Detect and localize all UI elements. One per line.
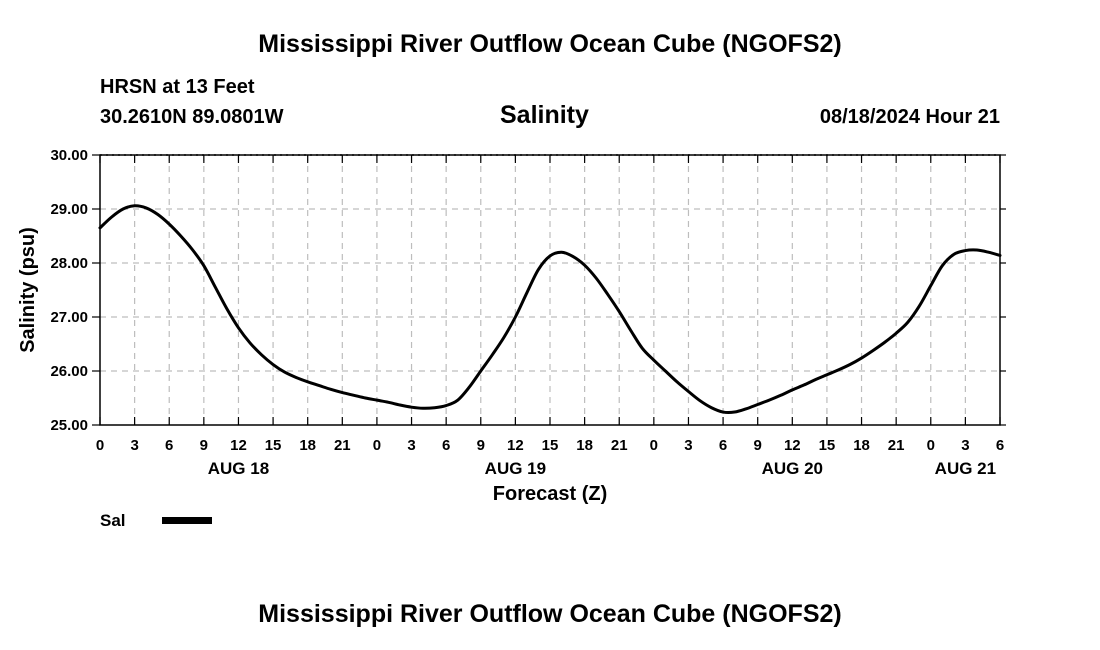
date-label: AUG 21 (935, 459, 996, 478)
x-tick-label: 6 (996, 437, 1004, 454)
x-axis-label: Forecast (Z) (493, 483, 607, 505)
page-title-bottom: Mississippi River Outflow Ocean Cube (NG… (258, 600, 842, 628)
y-axis-label: Salinity (psu) (17, 227, 39, 353)
axis-labels: 0 3 6 9 12 15 18 21 0 3 6 9 12 15 18 21 0 3 6 9 12 15 18 21 0 3 6 2… (50, 147, 1004, 478)
x-tick-label: 6 (165, 437, 173, 454)
forecast-datetime: 08/18/2024 Hour 21 (819, 106, 1000, 128)
salinity-chart: 0 3 6 9 12 15 18 21 0 3 6 9 12 15 18 21 0 3 6 9 12 15 18 21 0 3 6 2… (17, 147, 1006, 530)
date-label: AUG 19 (485, 459, 546, 478)
date-label: AUG 18 (208, 459, 269, 478)
x-tick-label: 3 (961, 437, 969, 454)
x-tick-label: 12 (230, 437, 247, 454)
x-tick-label: 0 (927, 437, 935, 454)
legend-label: Sal (100, 511, 126, 530)
y-tick-label: 25.00 (50, 417, 88, 434)
grid-lines (100, 154, 1000, 425)
x-tick-label: 15 (542, 437, 559, 454)
x-tick-label: 3 (684, 437, 692, 454)
y-tick-label: 29.00 (50, 201, 88, 218)
x-tick-label: 12 (507, 437, 524, 454)
x-tick-label: 21 (611, 437, 628, 454)
date-label: AUG 20 (762, 459, 823, 478)
station-coordinates: 30.2610N 89.0801W (100, 106, 284, 128)
x-tick-label: 15 (819, 437, 836, 454)
axis-ticks (92, 154, 1006, 426)
y-tick-label: 28.00 (50, 255, 88, 272)
x-tick-label: 18 (299, 437, 316, 454)
legend-swatch (162, 517, 212, 524)
x-tick-label: 21 (888, 437, 905, 454)
x-tick-label: 3 (130, 437, 138, 454)
x-tick-label: 0 (373, 437, 381, 454)
salinity-series-line (98, 204, 1002, 415)
x-tick-label: 9 (200, 437, 208, 454)
x-tick-label: 9 (477, 437, 485, 454)
chart-title: Salinity (500, 101, 589, 129)
x-tick-label: 0 (650, 437, 658, 454)
x-tick-label: 3 (407, 437, 415, 454)
page-title-top: Mississippi River Outflow Ocean Cube (NG… (258, 30, 842, 58)
x-tick-label: 21 (334, 437, 351, 454)
y-tick-label: 30.00 (50, 147, 88, 164)
x-tick-label: 18 (853, 437, 870, 454)
x-tick-label: 15 (265, 437, 282, 454)
x-tick-label: 6 (719, 437, 727, 454)
y-tick-label: 26.00 (50, 363, 88, 380)
x-tick-label: 0 (96, 437, 104, 454)
y-tick-label: 27.00 (50, 309, 88, 326)
x-tick-label: 12 (784, 437, 801, 454)
x-tick-label: 6 (442, 437, 450, 454)
station-label: HRSN at 13 Feet (100, 76, 255, 98)
x-tick-label: 18 (576, 437, 593, 454)
x-tick-label: 9 (754, 437, 762, 454)
